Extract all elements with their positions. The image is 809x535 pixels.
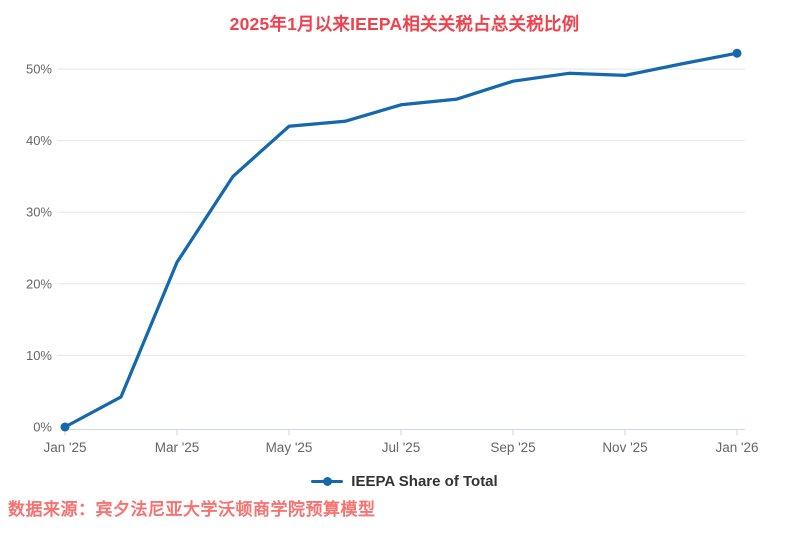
y-axis-label: 10% (26, 348, 52, 363)
legend-label: IEEPA Share of Total (351, 473, 498, 490)
y-axis-label: 0% (33, 420, 52, 435)
data-point-marker-last (732, 48, 742, 58)
x-axis-label: Jan '26 (715, 440, 758, 455)
y-axis-label: 40% (26, 133, 52, 148)
x-axis-label: Nov '25 (602, 440, 647, 455)
x-axis-label: Jan '25 (43, 440, 86, 455)
x-axis-label: May '25 (266, 440, 313, 455)
data-source-label: 数据来源：宾夕法尼亚大学沃顿商学院预算模型 (8, 500, 376, 519)
chart-title: 2025年1月以来IEEPA相关关税占总关税比例 (229, 14, 580, 34)
series-line (63, 51, 739, 429)
legend-item-ieepa-share[interactable]: IEEPA Share of Total (0, 473, 809, 490)
y-axis-label: 50% (26, 62, 52, 77)
x-axis-label: Jul '25 (382, 440, 421, 455)
x-axis-label: Sep '25 (490, 440, 535, 455)
y-axis-label: 30% (26, 205, 52, 220)
legend-line-dot-icon (311, 477, 344, 487)
x-axis-label: Mar '25 (155, 440, 200, 455)
y-axis-label: 20% (26, 276, 52, 291)
data-point-marker-first (60, 422, 70, 432)
